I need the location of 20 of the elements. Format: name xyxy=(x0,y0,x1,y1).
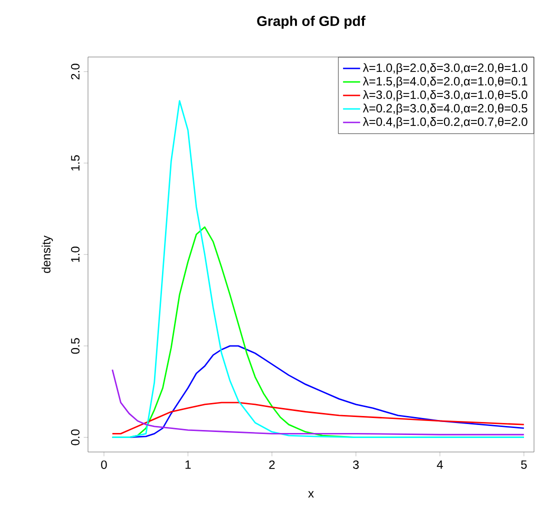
legend-label: λ=0.2,β=3.0,δ=4.0,α=2.0,θ=0.5 xyxy=(362,104,528,115)
legend-label: λ=1.5,β=4.0,δ=2.0,α=1.0,θ=0.1 xyxy=(362,76,528,88)
y-tick-label: 1.0 xyxy=(71,246,80,262)
x-tick-label: 3 xyxy=(353,460,359,469)
legend-label: λ=1.0,β=2.0,δ=3.0,α=2.0,θ=1.0 xyxy=(362,63,528,74)
y-tick-label: 2.0 xyxy=(71,64,80,80)
chart-title: Graph of GD pdf xyxy=(257,16,366,29)
y-tick-label: 0.5 xyxy=(71,338,80,354)
x-axis-title: x xyxy=(308,491,314,498)
x-tick-label: 1 xyxy=(186,460,191,469)
y-axis-title: density xyxy=(42,236,53,273)
x-tick-label: 4 xyxy=(436,460,443,469)
y-tick-label: 0.0 xyxy=(71,429,80,446)
x-tick-label: 2 xyxy=(269,460,275,469)
y-tick-label: 1.5 xyxy=(71,155,80,170)
legend-label: λ=3.0,β=1.0,δ=3.0,α=1.0,θ=5.0 xyxy=(362,90,528,102)
line-series xyxy=(112,368,525,436)
legend-label: λ=0.4,β=1.0,δ=0.2,α=0.7,θ=2.0 xyxy=(362,117,528,128)
x-tick-label: 0 xyxy=(101,460,107,469)
x-tick-label: 5 xyxy=(521,460,527,469)
